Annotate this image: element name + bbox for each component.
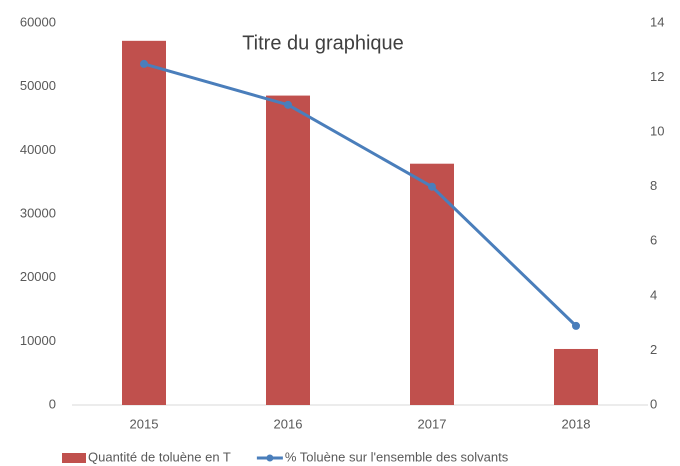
y2-tick-label: 12 — [650, 69, 664, 84]
y2-tick-label: 0 — [650, 396, 657, 411]
y-tick-label: 30000 — [20, 205, 56, 220]
y-tick-label: 10000 — [20, 333, 56, 348]
y2-tick-label: 14 — [650, 14, 664, 29]
legend-label: Quantité de toluène en T — [88, 449, 231, 464]
x-tick-label: 2016 — [274, 416, 303, 431]
line-marker — [284, 100, 292, 109]
chart-title: Titre du graphique — [242, 32, 404, 54]
line-marker — [140, 59, 148, 68]
x-tick-label: 2015 — [130, 416, 159, 431]
y-tick-label: 60000 — [20, 14, 56, 29]
y-tick-label: 0 — [49, 396, 56, 411]
line-marker — [572, 321, 580, 330]
legend-marker — [266, 454, 274, 462]
y2-tick-label: 2 — [650, 342, 657, 357]
bar — [410, 163, 454, 405]
y2-tick-label: 4 — [650, 287, 657, 302]
y2-tick-label: 8 — [650, 178, 657, 193]
y-tick-label: 40000 — [20, 142, 56, 157]
bar — [122, 40, 166, 406]
legend-label: % Toluène sur l'ensemble des solvants — [285, 449, 509, 464]
bar — [554, 348, 598, 405]
bar — [266, 95, 310, 405]
line-marker — [428, 182, 436, 191]
line — [143, 62, 578, 327]
y2-tick-label: 6 — [650, 233, 657, 248]
legend-swatch — [62, 453, 86, 463]
y-tick-label: 50000 — [20, 78, 56, 93]
y-tick-label: 20000 — [20, 269, 56, 284]
x-tick-label: 2017 — [418, 416, 447, 431]
y2-tick-label: 10 — [650, 124, 664, 139]
x-tick-label: 2018 — [562, 416, 591, 431]
